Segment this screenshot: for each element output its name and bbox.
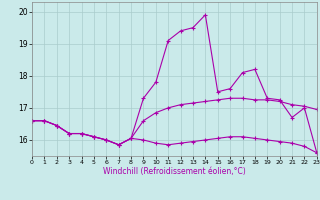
X-axis label: Windchill (Refroidissement éolien,°C): Windchill (Refroidissement éolien,°C) xyxy=(103,167,246,176)
